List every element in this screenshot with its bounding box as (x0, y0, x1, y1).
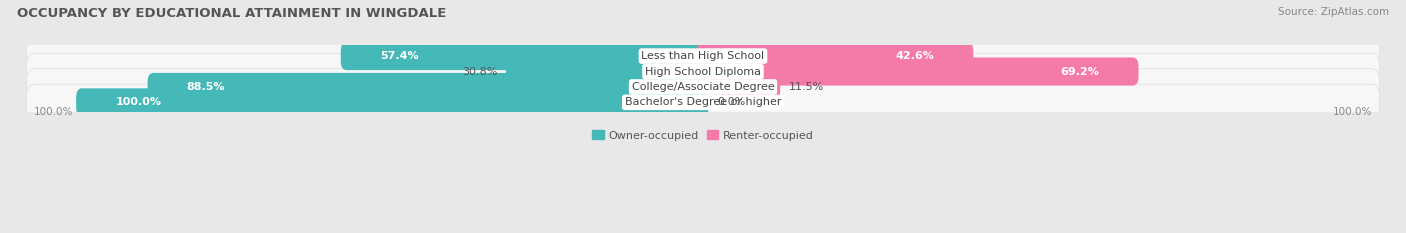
Text: 57.4%: 57.4% (380, 51, 419, 61)
Text: 42.6%: 42.6% (896, 51, 934, 61)
FancyBboxPatch shape (76, 88, 709, 116)
Text: 100.0%: 100.0% (1333, 107, 1372, 117)
Text: OCCUPANCY BY EDUCATIONAL ATTAINMENT IN WINGDALE: OCCUPANCY BY EDUCATIONAL ATTAINMENT IN W… (17, 7, 446, 20)
Text: Bachelor's Degree or higher: Bachelor's Degree or higher (624, 97, 782, 107)
FancyBboxPatch shape (27, 53, 1379, 90)
Text: 88.5%: 88.5% (187, 82, 225, 92)
Text: 0.0%: 0.0% (717, 97, 745, 107)
Text: 69.2%: 69.2% (1060, 66, 1099, 76)
Legend: Owner-occupied, Renter-occupied: Owner-occupied, Renter-occupied (592, 130, 814, 140)
Text: Source: ZipAtlas.com: Source: ZipAtlas.com (1278, 7, 1389, 17)
FancyBboxPatch shape (148, 73, 709, 101)
FancyBboxPatch shape (27, 38, 1379, 74)
Text: 100.0%: 100.0% (34, 107, 73, 117)
Text: Less than High School: Less than High School (641, 51, 765, 61)
Text: 100.0%: 100.0% (115, 97, 162, 107)
FancyBboxPatch shape (697, 42, 973, 70)
FancyBboxPatch shape (697, 73, 780, 101)
FancyBboxPatch shape (27, 69, 1379, 105)
FancyBboxPatch shape (340, 42, 709, 70)
FancyBboxPatch shape (506, 58, 709, 86)
FancyBboxPatch shape (27, 84, 1379, 120)
Text: 30.8%: 30.8% (463, 66, 498, 76)
Text: 11.5%: 11.5% (789, 82, 824, 92)
Text: College/Associate Degree: College/Associate Degree (631, 82, 775, 92)
Text: High School Diploma: High School Diploma (645, 66, 761, 76)
FancyBboxPatch shape (697, 58, 1139, 86)
